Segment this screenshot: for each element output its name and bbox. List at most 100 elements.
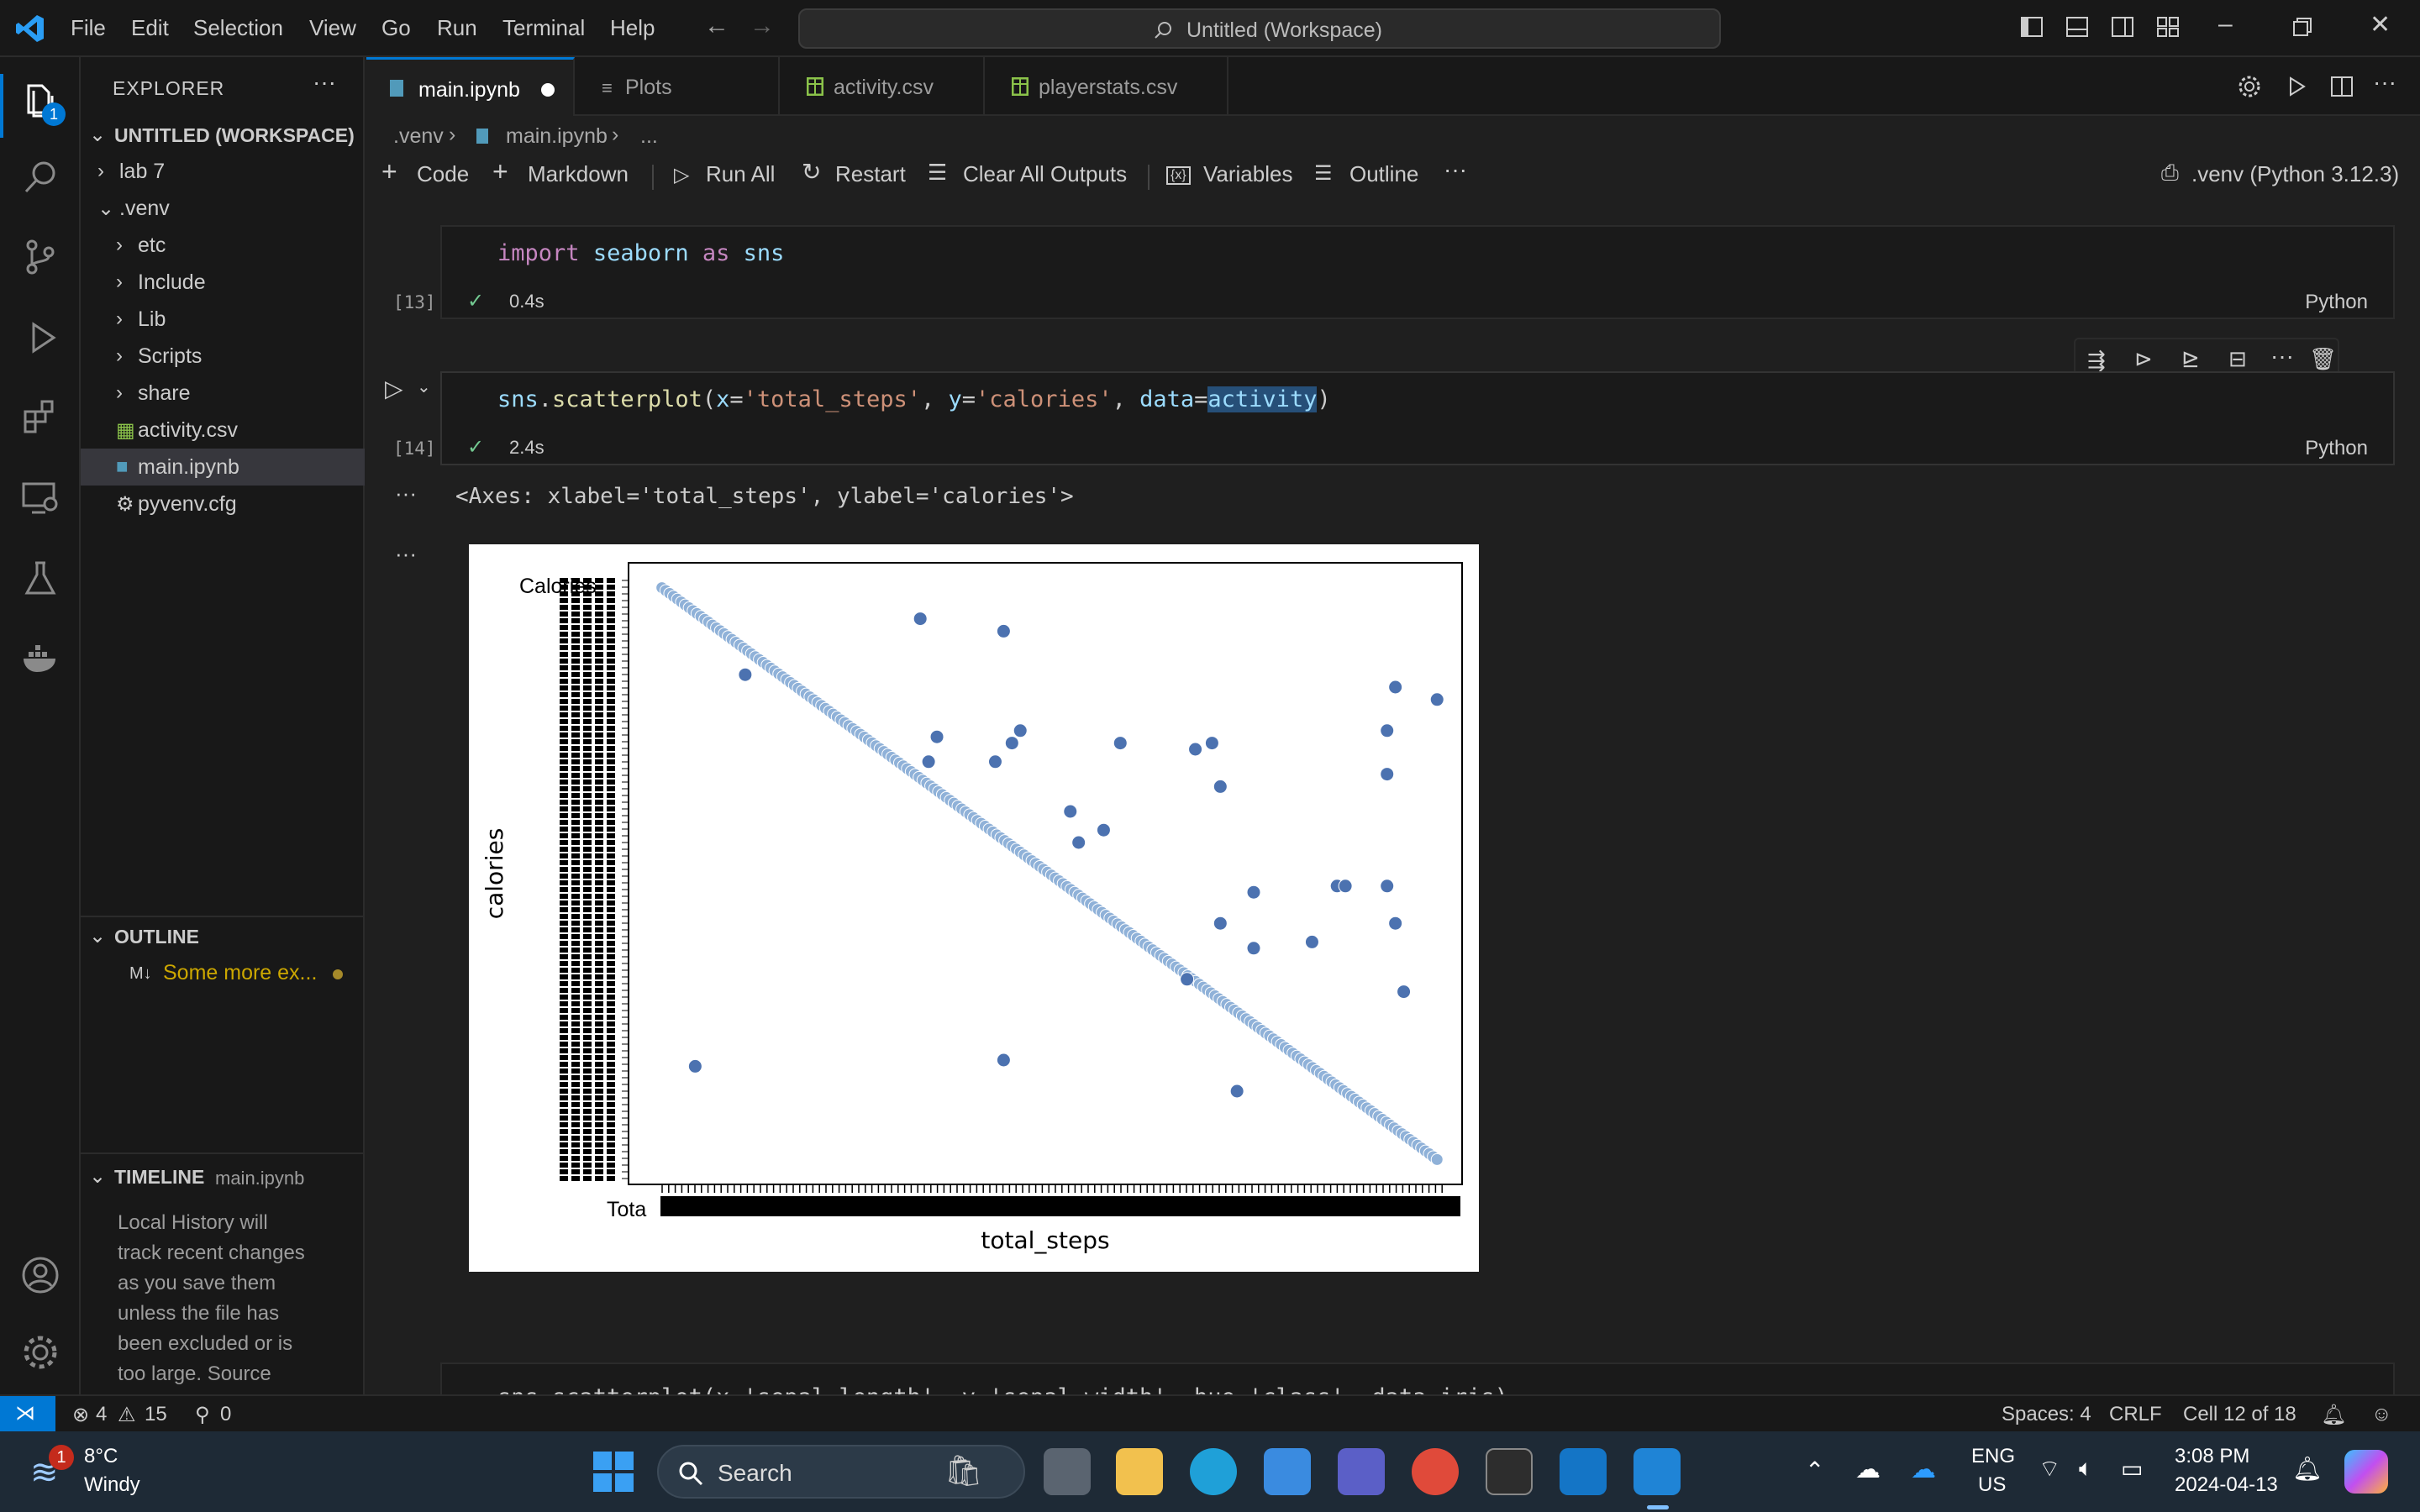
notebook-settings-gear-icon[interactable] (2237, 74, 2262, 99)
notifications-bell-icon[interactable]: 🔔︎ (2321, 1404, 2347, 1426)
cell-position-status[interactable]: Cell 12 of 18 (2183, 1403, 2296, 1425)
execute-above-icon[interactable]: ⇶ (2087, 348, 2106, 373)
tree-item-activity-csv[interactable]: ▦ activity.csv (81, 412, 365, 449)
menu-selection[interactable]: Selection (193, 15, 283, 40)
outline-item[interactable]: M↓ Some more ex... (81, 954, 365, 991)
search-icon[interactable] (20, 158, 60, 198)
breadcrumb-main-ipynb[interactable]: main.ipynb (506, 124, 608, 148)
eol-status[interactable]: CRLF (2109, 1403, 2162, 1425)
tab-plots[interactable]: ≡ Plots (575, 57, 780, 116)
timeline-header[interactable]: ⌄ TIMELINE main.ipynb (89, 1165, 305, 1189)
menu-view[interactable]: View (309, 15, 356, 40)
vscode-taskbar-icon[interactable] (1634, 1448, 1681, 1495)
add-code-cell-button[interactable]: Code (417, 161, 470, 186)
run-cell-icon[interactable]: ▷ (385, 375, 403, 402)
onedrive-cloud-icon[interactable]: ☁ (1855, 1456, 1881, 1483)
split-editor-icon[interactable] (2329, 74, 2354, 99)
warning-count[interactable]: 15 (145, 1403, 167, 1425)
menu-go[interactable]: Go (381, 15, 411, 40)
restore-icon[interactable] (2292, 17, 2312, 37)
remote-explorer-icon[interactable] (20, 477, 60, 517)
testing-flask-icon[interactable] (20, 558, 60, 598)
error-count[interactable]: 4 (96, 1403, 108, 1425)
chevron-down-icon[interactable]: ⌄ (417, 378, 431, 396)
weather-desc[interactable]: Windy (84, 1473, 140, 1496)
file-explorer-icon[interactable] (1116, 1448, 1163, 1495)
variables-button[interactable]: Variables (1203, 161, 1293, 186)
cell-14-language[interactable]: Python (2305, 437, 2368, 459)
minimize-icon[interactable]: – (2218, 10, 2233, 38)
terminal-icon[interactable] (1486, 1448, 1533, 1495)
docker-icon[interactable] (20, 638, 60, 679)
tab-activity-csv[interactable]: activity.csv (780, 57, 985, 116)
code-cell-13[interactable]: import seaborn as sns ✓ 0.4s Python (440, 225, 2395, 319)
more-actions-icon[interactable]: ··· (2270, 343, 2294, 369)
tree-item-pyvenv-cfg[interactable]: ⚙ pyvenv.cfg (81, 486, 365, 522)
code-cell-next[interactable]: sns.scatterplot(x='sepal_length', y='sep… (440, 1362, 2395, 1394)
tree-item-scripts[interactable]: › Scripts (81, 338, 365, 375)
start-windows-icon[interactable] (592, 1450, 635, 1494)
output-more-icon[interactable]: ··· (395, 541, 417, 566)
notification-center-icon[interactable]: 🔔︎ (2292, 1456, 2323, 1482)
outline-button[interactable]: Outline (1349, 161, 1419, 186)
manage-gear-icon[interactable] (20, 1332, 60, 1373)
breadcrumb-more[interactable]: ... (640, 124, 658, 148)
toggle-primary-sidebar-icon[interactable] (2020, 15, 2044, 39)
cell-14-code[interactable]: sns.scatterplot(x='total_steps', y='calo… (497, 386, 1331, 412)
onedrive-business-icon[interactable]: ☁ (1911, 1456, 1936, 1483)
weather-widget-icon[interactable]: ≋ 1 (30, 1445, 74, 1494)
menu-terminal[interactable]: Terminal (502, 15, 586, 40)
taskbar-search-box[interactable]: Search 🛍 (657, 1445, 1025, 1499)
battery-icon[interactable]: ▭ (2121, 1456, 2144, 1482)
tab-playerstats-csv[interactable]: playerstats.csv (985, 57, 1228, 116)
run-all-button[interactable]: Run All (706, 161, 776, 186)
tree-item-lab-7[interactable]: › lab 7 (81, 153, 365, 190)
back-arrow-icon[interactable]: ← (704, 12, 729, 39)
wifi-icon[interactable]: ⌔ (2039, 1456, 2061, 1482)
menu-file[interactable]: File (71, 15, 106, 40)
forward-arrow-icon[interactable]: → (750, 12, 775, 39)
ports-count[interactable]: 0 (220, 1403, 232, 1425)
cell-13-language[interactable]: Python (2305, 291, 2368, 313)
kernel-picker[interactable]: .venv (Python 3.12.3) (2191, 161, 2400, 186)
delete-cell-icon[interactable]: 🗑 (2309, 346, 2338, 371)
clear-all-outputs-button[interactable]: Clear All Outputs (963, 161, 1128, 186)
show-hidden-icons-chevron-icon[interactable]: ⌃ (1805, 1457, 1825, 1483)
indentation-status[interactable]: Spaces: 4 (2002, 1403, 2091, 1425)
clock-time[interactable]: 3:08 PM (2175, 1445, 2250, 1467)
next-cell-code[interactable]: sns.scatterplot(x='sepal_length', y='sep… (497, 1384, 1508, 1394)
execute-cell-below-icon[interactable]: ⊳ (2134, 346, 2153, 371)
restart-button[interactable]: Restart (835, 161, 906, 186)
execute-below-icon[interactable]: ⊵ (2181, 346, 2200, 371)
outline-header[interactable]: ⌄ OUTLINE (89, 925, 199, 948)
toggle-panel-icon[interactable] (2065, 15, 2089, 39)
cell-13-code[interactable]: import seaborn as sns (497, 240, 785, 266)
accounts-icon[interactable] (20, 1255, 60, 1295)
run-icon[interactable] (2284, 74, 2309, 99)
tree-item-lib[interactable]: › Lib (81, 301, 365, 338)
microsoft-store-icon[interactable] (1264, 1448, 1311, 1495)
code-cell-14[interactable]: sns.scatterplot(x='total_steps', y='calo… (440, 371, 2395, 465)
edge-browser-icon[interactable] (1190, 1448, 1237, 1495)
more-actions-icon[interactable]: ··· (313, 69, 336, 95)
tree-item-share[interactable]: › share (81, 375, 365, 412)
workspace-header[interactable]: ⌄ UNTITLED (WORKSPACE) (89, 123, 355, 146)
output-more-icon[interactable]: ··· (395, 480, 417, 506)
tree-item-include[interactable]: › Include (81, 264, 365, 301)
toggle-secondary-sidebar-icon[interactable] (2111, 15, 2134, 39)
remote-indicator[interactable]: ⋊ (0, 1396, 55, 1433)
outlook-icon[interactable] (1560, 1448, 1607, 1495)
extensions-icon[interactable] (20, 396, 60, 437)
tree-item-etc[interactable]: › etc (81, 227, 365, 264)
more-actions-icon[interactable]: ··· (2373, 69, 2396, 95)
copilot-status-icon[interactable]: ☺ (2371, 1403, 2392, 1425)
source-control-icon[interactable] (20, 237, 60, 277)
tree-item-main-ipynb[interactable]: ■ main.ipynb (81, 449, 365, 486)
tab-main-ipynb[interactable]: main.ipynb (366, 57, 575, 116)
breadcrumb-venv[interactable]: .venv (393, 124, 444, 148)
weather-temp[interactable]: 8°C (84, 1445, 118, 1467)
menu-edit[interactable]: Edit (131, 15, 169, 40)
menu-help[interactable]: Help (610, 15, 655, 40)
split-cell-icon[interactable]: ⊟ (2228, 346, 2247, 371)
clock-date[interactable]: 2024-04-13 (2175, 1473, 2278, 1496)
